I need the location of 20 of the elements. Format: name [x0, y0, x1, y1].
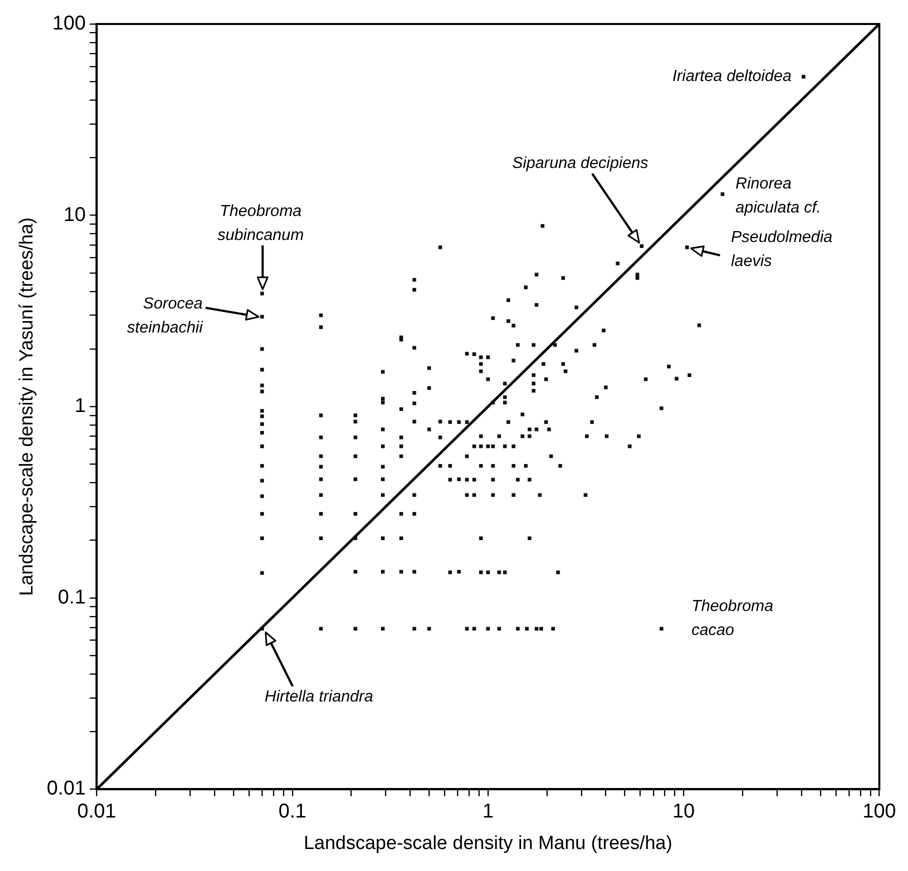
- x-axis-title: Landscape-scale density in Manu (trees/ha): [304, 832, 672, 854]
- y-tick-label: 1: [74, 395, 86, 418]
- annotation: Siparuna decipiens: [512, 155, 648, 172]
- x-tick-label: 1: [482, 800, 494, 823]
- x-tick-label: 0.01: [77, 800, 116, 823]
- x-tick-label: 10: [672, 800, 695, 823]
- annotation: Sorocea steinbachii: [127, 295, 204, 336]
- y-tick-label: 100: [52, 12, 86, 35]
- annotation: Iriartea deltoidea: [672, 68, 792, 86]
- y-tick-label: 10: [63, 204, 86, 226]
- annotation: Rinorea apiculata cf.: [736, 176, 821, 217]
- y-axis-title: Landscape-scale density in Yasuní (trees/ha): [16, 217, 38, 596]
- annotation: Hirtella triandra: [264, 688, 374, 706]
- x-tick-label: 100: [862, 800, 896, 823]
- annotation: Theobroma cacao: [691, 598, 774, 640]
- y-tick-label: 0.01: [46, 778, 86, 800]
- x-tick-label: 0.1: [278, 800, 306, 823]
- annotation: Pseudolmedia laevis: [731, 228, 832, 270]
- annotation: Theobroma subincanum: [217, 202, 304, 244]
- y-tick-label: 0.1: [58, 586, 86, 608]
